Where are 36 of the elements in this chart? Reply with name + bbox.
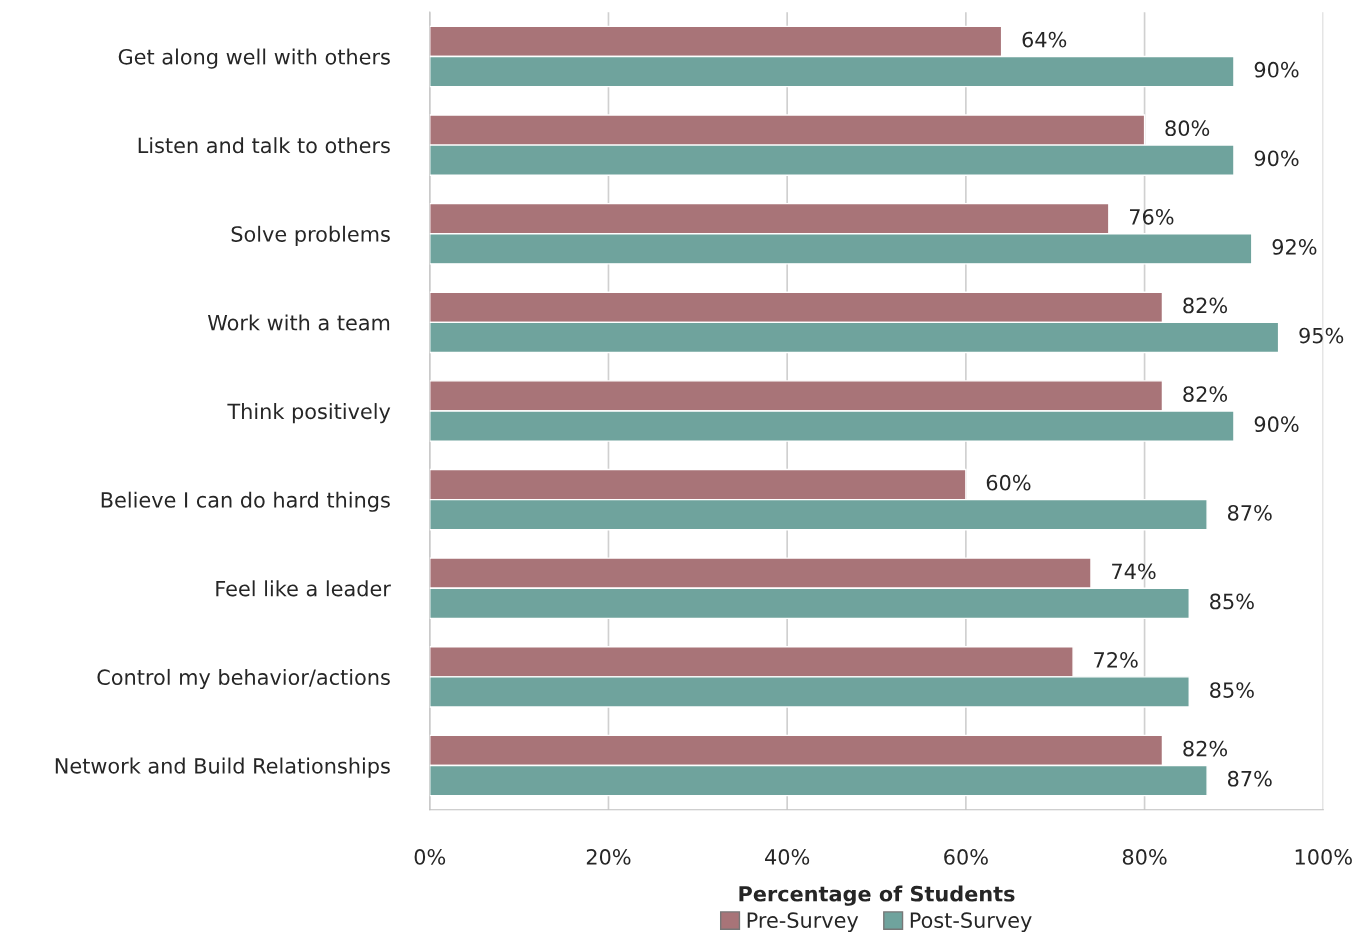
x-axis-title: Percentage of Students [739,885,1015,906]
x-tick-label: 0% [414,849,446,865]
y-tick-label: Work with a team [207,314,390,331]
legend-label: Post-Survey [910,912,1032,933]
data-label: 85% [1210,593,1254,610]
x-tick-label: 100% [1295,849,1352,865]
data-label: 82% [1183,297,1228,314]
data-label: 87% [1227,504,1272,521]
x-tick-label: 60% [944,849,988,865]
legend-label: Pre-Survey [747,912,859,933]
data-label: 90% [1254,416,1299,433]
data-label: 64% [1022,31,1067,48]
y-tick-label: Listen and talk to others [138,137,390,154]
data-label: 90% [1254,61,1299,78]
y-tick-label: Think positively [227,403,391,424]
y-tick-label: Believe I can do hard things [101,491,390,512]
y-tick-label: Get along well with others [118,48,390,69]
data-label: 87% [1227,770,1272,787]
data-label: 76% [1129,208,1174,225]
data-label: 95% [1299,327,1344,344]
y-tick-label: Solve problems [231,225,390,246]
data-label: 80% [1165,120,1210,137]
data-label: 72% [1094,652,1138,668]
x-tick-label: 20% [586,849,631,865]
data-label: 82% [1183,386,1228,402]
data-label: 82% [1183,740,1228,757]
x-tick-label: 40% [765,849,810,865]
data-label: 74% [1112,563,1156,580]
y-tick-label: Network and Build Relationships [55,757,390,778]
data-label: 85% [1210,682,1254,698]
data-label: 60% [986,474,1031,491]
x-tick-label: 80% [1122,849,1167,865]
y-tick-label: Control my behavior/actions [97,668,390,690]
data-label: 90% [1254,150,1299,167]
data-label: 92% [1272,239,1317,255]
y-tick-label: Feel like a leader [216,580,391,597]
